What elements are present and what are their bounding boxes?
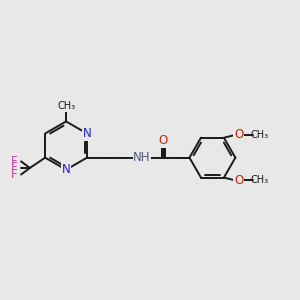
Text: NH: NH: [133, 151, 151, 164]
Text: F: F: [11, 161, 18, 175]
Text: N: N: [82, 127, 91, 140]
Text: F: F: [11, 155, 18, 168]
Text: CH₃: CH₃: [250, 176, 268, 185]
Text: N: N: [62, 163, 70, 176]
Text: O: O: [234, 174, 243, 187]
Text: F: F: [11, 168, 18, 181]
Text: O: O: [234, 128, 243, 141]
Text: CH₃: CH₃: [57, 101, 75, 111]
Text: CH₃: CH₃: [250, 130, 268, 140]
Text: O: O: [159, 134, 168, 147]
